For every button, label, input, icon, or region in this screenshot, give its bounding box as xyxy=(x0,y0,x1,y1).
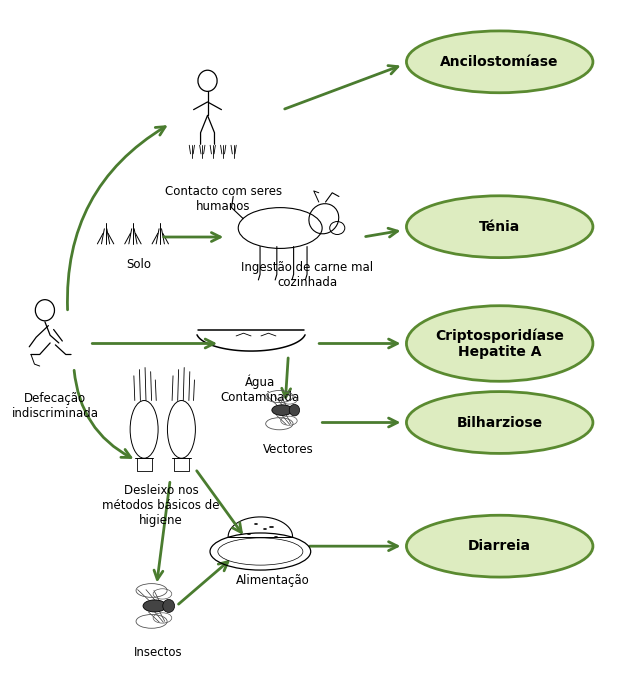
Text: Solo: Solo xyxy=(127,258,152,271)
Text: Ténia: Ténia xyxy=(479,220,520,234)
Ellipse shape xyxy=(406,196,593,258)
Ellipse shape xyxy=(143,600,167,612)
Ellipse shape xyxy=(406,306,593,381)
Circle shape xyxy=(163,599,175,613)
Ellipse shape xyxy=(406,392,593,453)
Ellipse shape xyxy=(406,31,593,93)
Ellipse shape xyxy=(406,515,593,577)
Text: Ingestão de carne mal
cozinhada: Ingestão de carne mal cozinhada xyxy=(241,261,373,289)
Text: Contacto com seres
humanos: Contacto com seres humanos xyxy=(165,185,281,214)
Text: Criptosporidíase
Hepatite A: Criptosporidíase Hepatite A xyxy=(436,328,564,359)
Text: Desleixo nos
métodos básicos de
higiene: Desleixo nos métodos básicos de higiene xyxy=(102,484,220,528)
Text: Ancilostomíase: Ancilostomíase xyxy=(441,55,559,69)
Text: Diarreia: Diarreia xyxy=(468,539,531,553)
Text: Água
Contaminada: Água Contaminada xyxy=(221,374,300,404)
Text: Alimentação: Alimentação xyxy=(236,574,310,587)
Text: Defecação
indiscriminada: Defecação indiscriminada xyxy=(12,392,99,420)
Text: Insectos: Insectos xyxy=(134,646,182,659)
Circle shape xyxy=(290,405,300,416)
Text: Bilharziose: Bilharziose xyxy=(457,416,543,429)
Ellipse shape xyxy=(272,405,293,416)
Text: Vectores: Vectores xyxy=(263,443,314,456)
